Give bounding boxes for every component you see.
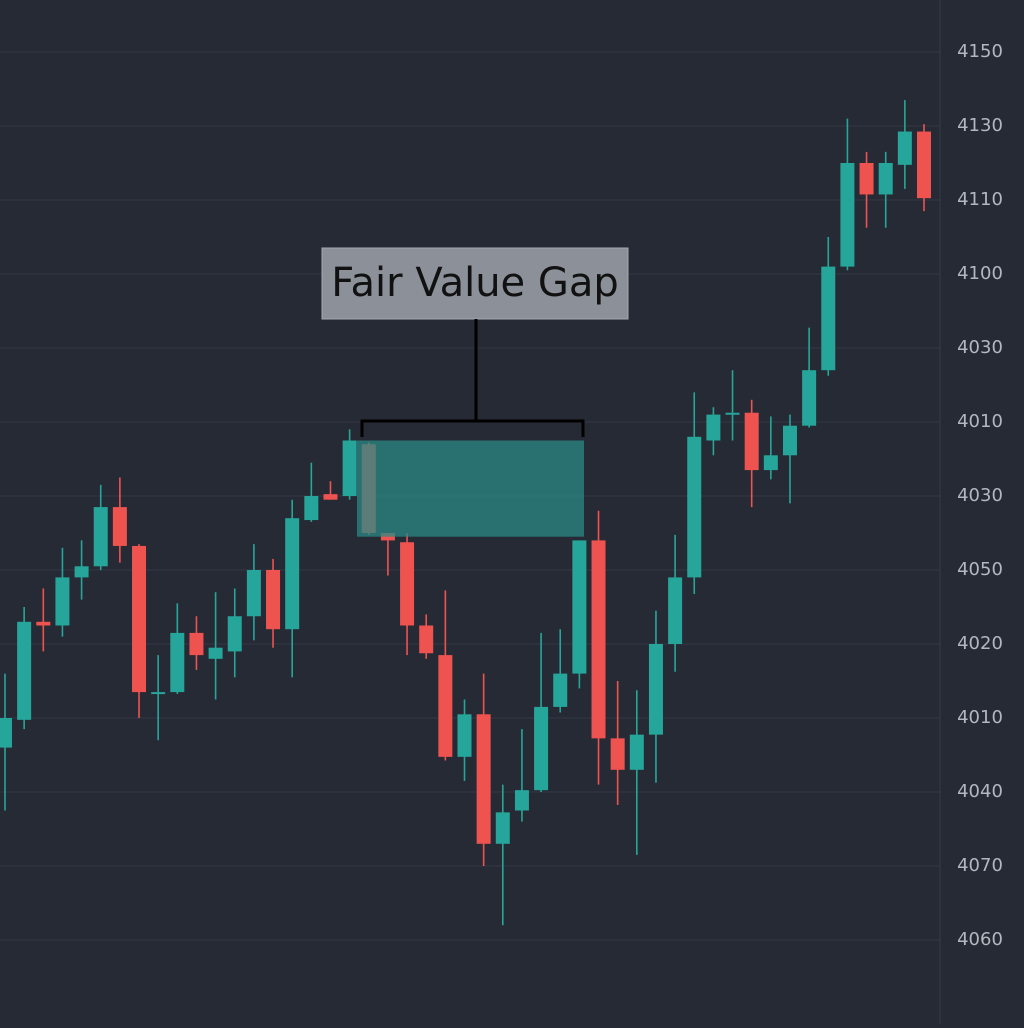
- candle-body: [112, 507, 127, 546]
- candle-body: [917, 131, 931, 199]
- candle-body: [285, 518, 300, 630]
- candle-body: [93, 507, 108, 567]
- annotation-bracket: [360, 419, 585, 437]
- candle-body: [802, 370, 817, 426]
- candle-body: [821, 266, 836, 371]
- annotation-text: Fair Value Gap: [331, 260, 619, 306]
- candle-body: [687, 436, 702, 578]
- candle-body: [840, 163, 855, 267]
- y-tick-label: 4100: [957, 263, 1003, 284]
- y-tick-label: 4030: [957, 485, 1003, 506]
- y-tick-label: 4010: [957, 411, 1003, 432]
- y-tick-label: 4030: [957, 337, 1003, 358]
- candle-body: [438, 655, 453, 757]
- candle-body: [591, 540, 606, 739]
- candle-body: [897, 131, 912, 165]
- candle-body: [495, 812, 510, 844]
- y-tick-label: 4020: [957, 633, 1003, 654]
- candle-body: [782, 425, 797, 456]
- y-tick-label: 4010: [957, 707, 1003, 728]
- y-tick-label: 4060: [957, 929, 1003, 950]
- annotation: Fair Value Gap: [321, 247, 629, 537]
- candle-body: [419, 625, 434, 654]
- candle-body: [610, 738, 625, 770]
- candle-body: [227, 616, 242, 652]
- candle-body: [763, 455, 778, 471]
- candle-body: [514, 790, 529, 811]
- candle-body: [246, 570, 261, 617]
- y-tick-label: 4110: [957, 189, 1003, 210]
- candle-body: [74, 566, 89, 578]
- candle-body: [553, 673, 568, 707]
- y-tick-label: 4050: [957, 559, 1003, 580]
- candle-body: [725, 412, 740, 415]
- candle-body: [170, 632, 185, 693]
- candle-body: [878, 163, 893, 195]
- candle-body: [629, 734, 644, 770]
- candle-body: [0, 718, 12, 748]
- candle-body: [17, 621, 32, 720]
- y-tick-label: 4040: [957, 781, 1003, 802]
- y-tick-label: 4070: [957, 855, 1003, 876]
- candle-body: [648, 644, 663, 735]
- candle-body: [342, 440, 357, 496]
- candle-body: [189, 632, 204, 656]
- candle-body: [400, 542, 415, 626]
- candle-body: [457, 714, 472, 757]
- candle-body: [266, 570, 281, 630]
- candle-body: [151, 692, 166, 695]
- y-tick-label: 4150: [957, 41, 1003, 62]
- candle-body: [706, 414, 721, 441]
- candle-body: [572, 540, 587, 674]
- candle-body: [36, 621, 51, 626]
- candle-body: [304, 496, 319, 521]
- candle-body: [476, 714, 491, 844]
- y-tick-label: 4130: [957, 115, 1003, 136]
- candle-body: [744, 412, 759, 471]
- annotation-box: [321, 247, 629, 320]
- candle-body: [534, 706, 549, 791]
- candle-body: [55, 577, 70, 626]
- candle-body: [859, 163, 874, 195]
- fair-value-gap: [357, 440, 584, 537]
- candle-body: [132, 545, 147, 693]
- candle-body: [668, 577, 683, 644]
- candles: [0, 100, 931, 926]
- candle-body: [208, 647, 223, 659]
- candle-body: [323, 494, 338, 500]
